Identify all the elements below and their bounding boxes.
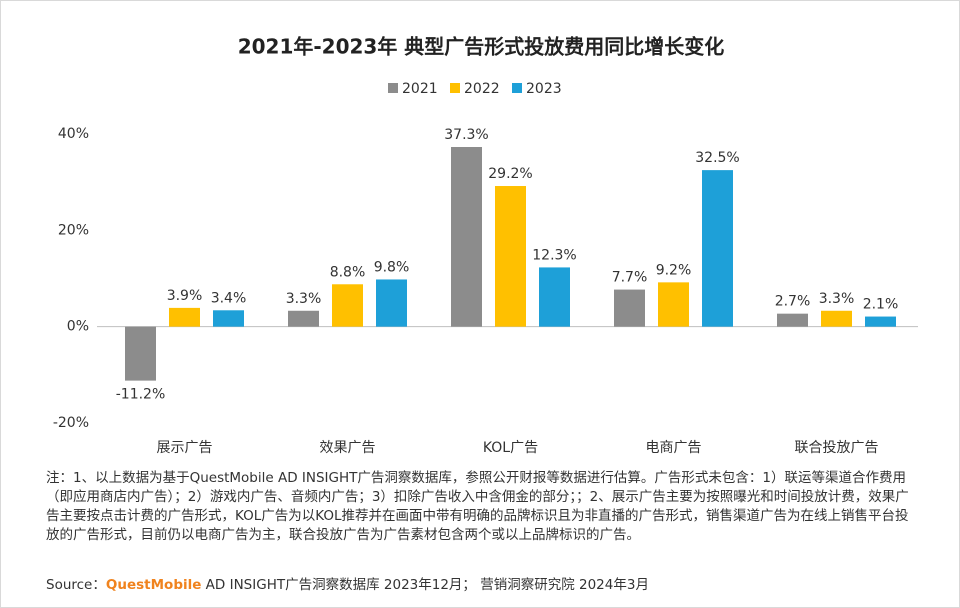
source-label: Source： <box>46 577 106 593</box>
legend-label: 2021 <box>402 81 438 97</box>
value-label: 3.4% <box>211 290 247 306</box>
value-label: 2.7% <box>775 294 811 310</box>
bar <box>332 284 363 327</box>
source-text: AD INSIGHT广告洞察数据库 2023年12月； 营销洞察研究院 2024… <box>201 577 649 593</box>
x-tick-label: 效果广告 <box>320 440 376 456</box>
legend-swatch <box>512 83 522 93</box>
legend-label: 2022 <box>464 81 500 97</box>
y-tick-label: 0% <box>67 319 89 335</box>
x-tick-label: 电商广告 <box>646 440 702 456</box>
bar <box>658 282 689 327</box>
legend-label: 2023 <box>526 81 562 97</box>
source-brand: QuestMobile <box>105 577 202 593</box>
y-tick-label: 20% <box>58 222 89 238</box>
bar <box>169 307 200 327</box>
value-label: 9.2% <box>656 262 692 278</box>
bar <box>125 326 156 381</box>
legend-swatch <box>450 83 460 93</box>
bar <box>376 279 407 327</box>
bar <box>495 186 526 327</box>
y-tick-label: -20% <box>53 415 89 431</box>
value-label: 3.3% <box>286 291 322 307</box>
bar <box>539 267 570 327</box>
x-tick-label: KOL广告 <box>483 440 538 456</box>
value-label: 7.7% <box>612 270 648 286</box>
value-label: -11.2% <box>116 387 166 403</box>
legend-swatch <box>388 83 398 93</box>
bar <box>777 313 808 327</box>
value-label: 29.2% <box>488 166 532 182</box>
source: Source：QuestMobile AD INSIGHT广告洞察数据库 202… <box>46 573 649 593</box>
value-label: 37.3% <box>444 127 488 143</box>
value-label: 3.9% <box>167 288 203 304</box>
x-tick-label: 联合投放广告 <box>795 440 879 456</box>
bar <box>865 316 896 327</box>
value-label: 32.5% <box>695 150 739 166</box>
value-label: 2.1% <box>863 297 899 313</box>
bar <box>213 310 244 327</box>
chart: 2021年-2023年 典型广告形式投放费用同比增长变化 2021 2022 202… <box>53 35 918 456</box>
y-tick-label: 40% <box>58 126 89 142</box>
bar <box>288 310 319 327</box>
x-tick-label: 展示广告 <box>157 440 213 456</box>
bar <box>614 289 645 327</box>
value-label: 3.3% <box>819 291 855 307</box>
note: 注：1、以上数据为基于QuestMobile AD INSIGHT广告洞察数据库… <box>46 470 909 543</box>
chart-title: 2021年-2023年 典型广告形式投放费用同比增长变化 <box>238 35 725 59</box>
value-label: 12.3% <box>532 247 576 263</box>
value-label: 8.8% <box>330 264 366 280</box>
value-label: 9.8% <box>374 259 410 275</box>
bar <box>702 170 733 327</box>
bar <box>451 147 482 327</box>
bar <box>821 310 852 327</box>
